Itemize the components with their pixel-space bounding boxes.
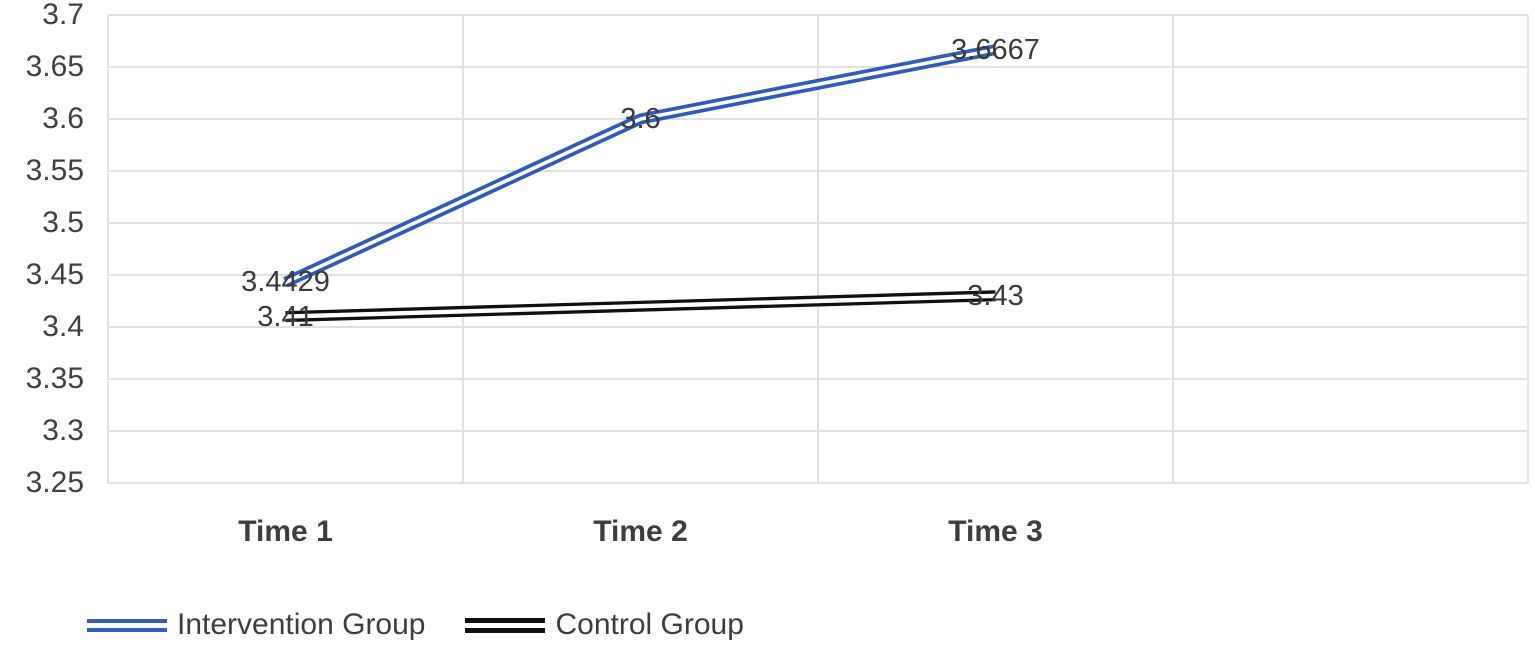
legend-marker-intervention-group	[87, 618, 167, 632]
series-line-control-group	[285, 290, 996, 323]
legend: Intervention Group Control Group	[87, 606, 744, 644]
x-category-label: Time 1	[238, 515, 333, 548]
legend-line-icon	[465, 617, 546, 623]
data-label-intervention-group-3: 3.6667	[951, 33, 1040, 66]
legend-label-control-group: Control Group	[555, 608, 744, 641]
legend-item-control-group: Control Group	[465, 606, 744, 644]
legend-item-intervention-group: Intervention Group	[87, 606, 425, 644]
y-tick-label: 3.55	[25, 154, 84, 187]
y-tick-label: 3.4	[42, 310, 84, 343]
series-line-intervention-group	[283, 44, 997, 288]
legend-line-icon	[87, 618, 167, 623]
data-label-intervention-group-2: 3.6	[620, 103, 661, 135]
gridlines	[107, 14, 1529, 484]
y-tick-label: 3.5	[42, 206, 84, 239]
y-tick-label: 3.25	[25, 466, 84, 499]
y-tick-label: 3.65	[25, 50, 84, 83]
x-category-label: Time 2	[593, 515, 688, 548]
legend-line-icon	[87, 627, 167, 632]
y-tick-label: 3.45	[25, 258, 84, 291]
data-label-control-group-1: 3.41	[257, 300, 314, 333]
legend-label-intervention-group: Intervention Group	[177, 608, 426, 641]
y-tick-label: 3.6	[42, 102, 84, 135]
data-label-control-group-3: 3.43	[967, 279, 1024, 312]
y-tick-label: 3.7	[42, 0, 84, 31]
legend-marker-control-group	[465, 617, 546, 633]
y-tick-label: 3.3	[42, 414, 84, 447]
data-label-intervention-group-1: 3.4429	[241, 266, 330, 299]
legend-line-icon	[465, 627, 546, 633]
x-category-label: Time 3	[948, 515, 1043, 548]
y-tick-label: 3.35	[25, 362, 84, 395]
